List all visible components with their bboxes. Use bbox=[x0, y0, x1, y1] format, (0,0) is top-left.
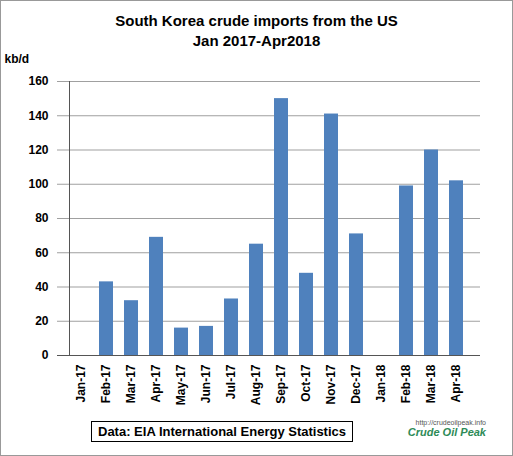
svg-text:120: 120 bbox=[28, 143, 48, 157]
svg-text:Mar-17: Mar-17 bbox=[124, 364, 138, 403]
svg-text:Apr-17: Apr-17 bbox=[149, 364, 163, 402]
html-text:Jan 2017-Apr2018: Jan 2017-Apr2018 bbox=[192, 32, 321, 49]
svg-text:60: 60 bbox=[35, 246, 49, 260]
svg-text:Apr-18: Apr-18 bbox=[449, 364, 463, 402]
svg-text:Dec-17: Dec-17 bbox=[349, 364, 363, 404]
svg-text:Jan-17: Jan-17 bbox=[74, 364, 88, 402]
html-text:South Korea crude imports from: South Korea crude imports from the US bbox=[115, 12, 398, 29]
svg-text:Jan-18: Jan-18 bbox=[374, 364, 388, 402]
svg-text:40: 40 bbox=[35, 280, 49, 294]
svg-text:Aug-17: Aug-17 bbox=[249, 364, 263, 405]
svg-text:Feb-17: Feb-17 bbox=[99, 364, 113, 403]
svg-text:Nov-17: Nov-17 bbox=[324, 364, 338, 404]
svg-text:Mar-18: Mar-18 bbox=[424, 364, 438, 403]
svg-text:0: 0 bbox=[42, 348, 49, 362]
html-text:Data: EIA International Energy: Data: EIA International Energy Statistic… bbox=[98, 424, 346, 439]
svg-text:160: 160 bbox=[28, 74, 48, 88]
svg-text:Sep-17: Sep-17 bbox=[274, 364, 288, 404]
svg-text:140: 140 bbox=[28, 109, 48, 123]
svg-text:80: 80 bbox=[35, 211, 49, 225]
svg-text:100: 100 bbox=[28, 177, 48, 191]
svg-text:20: 20 bbox=[35, 314, 49, 328]
svg-text:kb/d: kb/d bbox=[5, 52, 30, 66]
svg-text:Feb-18: Feb-18 bbox=[399, 364, 413, 403]
svg-text:Jul-17: Jul-17 bbox=[224, 364, 238, 399]
svg-text:Oct-17: Oct-17 bbox=[299, 364, 313, 402]
html-text:http://crudeoilpeak.info: http://crudeoilpeak.info bbox=[415, 419, 486, 426]
svg-text:May-17: May-17 bbox=[174, 364, 188, 405]
html-text:Crude Oil Peak: Crude Oil Peak bbox=[407, 426, 486, 438]
svg-text:Jun-17: Jun-17 bbox=[199, 364, 213, 403]
